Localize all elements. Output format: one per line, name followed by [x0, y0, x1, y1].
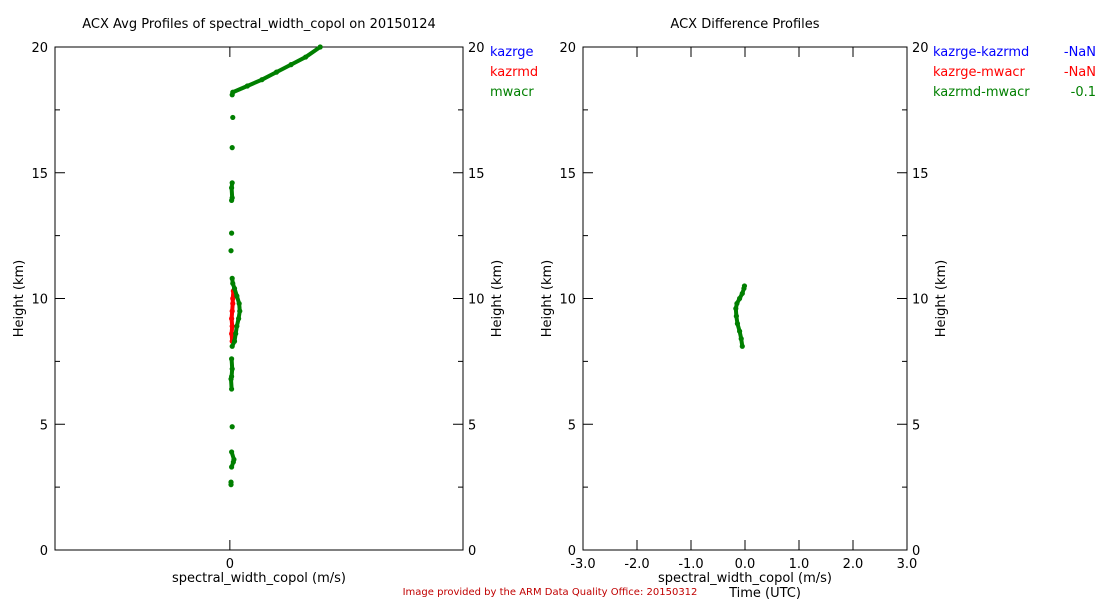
data-segment-mwacr: [290, 55, 307, 67]
data-point-mwacr: [229, 424, 235, 430]
y-tick-label-right: 20: [912, 41, 929, 56]
data-segment-mwacr: [234, 295, 242, 305]
y-tick-label: 20: [31, 41, 48, 56]
y-tick-label: 5: [40, 418, 48, 433]
y-axis-label: Height (km): [540, 260, 555, 337]
y-tick-label-right: 20: [468, 41, 485, 56]
y-tick-label-right: 5: [912, 418, 920, 433]
y-tick-label-right: 15: [912, 167, 929, 182]
data-segment-mwacr: [233, 325, 239, 335]
data-segment-kazrmd-mwacr: [737, 292, 745, 300]
legend-value-kazrmd-mwacr: -0.1: [1071, 85, 1096, 100]
data-segment-mwacr: [229, 182, 235, 189]
legend-entry-mwacr: mwacr: [490, 85, 534, 100]
x-tick-label: 3.0: [897, 557, 918, 572]
data-segment-mwacr: [230, 91, 235, 96]
plot-frame: [582, 46, 908, 551]
data-segment-mwacr: [260, 70, 278, 82]
data-segment-kazrmd-mwacr: [733, 303, 739, 309]
x-tick-label: -1.0: [678, 557, 703, 572]
y-tick-label: 0: [568, 544, 576, 559]
data-segment-mwacr: [231, 84, 249, 95]
data-segment-mwacr: [229, 187, 235, 199]
data-segment-kazrmd: [230, 290, 236, 299]
data-segment-mwacr: [304, 45, 322, 59]
x-tick-label: -2.0: [624, 557, 649, 572]
y-axis-label-right: Height (km): [934, 260, 949, 337]
plot-frame: [54, 46, 464, 551]
data-segment-kazrmd: [229, 318, 235, 327]
data-segment-mwacr: [232, 287, 239, 297]
legend-entry-kazrge-kazrmd: kazrge-kazrmd: [933, 45, 1029, 60]
data-segment-kazrmd-mwacr: [741, 285, 747, 289]
y-tick-label-right: 5: [468, 418, 476, 433]
legend-entry-kazrmd-mwacr: kazrmd-mwacr: [933, 85, 1030, 100]
x-axis-label: spectral_width_copol (m/s): [172, 571, 346, 586]
data-point-mwacr: [229, 230, 235, 236]
y-axis-label-right: Height (km): [490, 260, 505, 337]
data-segment-kazrmd: [229, 333, 235, 342]
data-segment-mwacr: [234, 318, 241, 327]
data-segment-mwacr: [275, 62, 292, 74]
data-segment-kazrmd-mwacr: [739, 338, 745, 347]
y-tick-label: 5: [568, 418, 576, 433]
data-segment-kazrmd: [229, 326, 235, 334]
data-segment-mwacr: [237, 303, 242, 312]
y-tick-label: 10: [559, 293, 576, 308]
x-tick-label: 1.0: [789, 557, 810, 572]
y-axis-label: Height (km): [12, 260, 27, 337]
y-tick-label: 15: [559, 167, 576, 182]
data-segment-kazrmd-mwacr: [740, 287, 746, 295]
legend-entry-kazrge-mwacr: kazrge-mwacr: [933, 65, 1026, 80]
data-segment-mwacr: [229, 197, 235, 201]
data-segment-mwacr: [229, 368, 235, 377]
y-tick-label: 15: [31, 167, 48, 182]
legend-entry-kazrmd: kazrmd: [490, 65, 538, 80]
data-point-mwacr: [228, 248, 234, 254]
data-segment-mwacr: [229, 376, 234, 380]
data-segment-mwacr: [236, 310, 242, 319]
data-point-mwacr: [230, 114, 236, 121]
y-tick-label: 10: [31, 293, 48, 308]
data-segment-mwacr: [229, 461, 236, 468]
data-segment-mwacr: [231, 459, 236, 463]
data-segment-mwacr: [229, 358, 235, 370]
y-tick-label: 20: [559, 41, 576, 56]
x-tick-label: 2.0: [843, 557, 864, 572]
x-axis-label-time: Time (UTC): [728, 586, 801, 600]
data-segment-mwacr: [230, 282, 237, 290]
y-tick-label-right: 10: [912, 293, 929, 308]
data-segment-mwacr: [230, 278, 235, 284]
data-segment-kazrmd-mwacr: [737, 330, 744, 340]
data-segment-kazrmd-mwacr: [734, 315, 740, 324]
data-segment-mwacr: [229, 451, 236, 461]
data-segment-kazrmd-mwacr: [735, 297, 742, 305]
data-segment-kazrmd: [229, 310, 235, 319]
footer-credit: Image provided by the ARM Data Quality O…: [402, 587, 698, 598]
legend-value-kazrge-kazrmd: -NaN: [1064, 45, 1096, 60]
data-segment-kazrmd-mwacr: [733, 308, 739, 317]
data-segment-mwacr: [229, 378, 234, 390]
legend-entry-kazrge: kazrge: [490, 45, 533, 60]
y-tick-label-right: 0: [468, 544, 476, 559]
legend-value-kazrge-mwacr: -NaN: [1064, 65, 1096, 80]
x-tick-label: -3.0: [570, 557, 595, 572]
y-tick-label-right: 0: [912, 544, 920, 559]
y-tick-label-right: 10: [468, 293, 485, 308]
data-segment-mwacr: [246, 77, 263, 88]
data-segment-mwacr: [230, 340, 237, 348]
chart-title: ACX Avg Profiles of spectral_width_copol…: [82, 17, 436, 32]
x-axis-label: spectral_width_copol (m/s): [658, 571, 832, 586]
y-tick-label-right: 15: [468, 167, 485, 182]
data-segment-kazrmd-mwacr: [735, 323, 742, 332]
x-tick-label: 0: [226, 557, 234, 572]
data-point-mwacr: [229, 145, 235, 151]
chart-title: ACX Difference Profiles: [670, 17, 819, 32]
x-tick-label: 0.0: [735, 557, 756, 572]
data-segment-kazrmd: [230, 303, 235, 312]
data-segment-mwacr: [232, 333, 238, 342]
y-tick-label: 0: [40, 544, 48, 559]
